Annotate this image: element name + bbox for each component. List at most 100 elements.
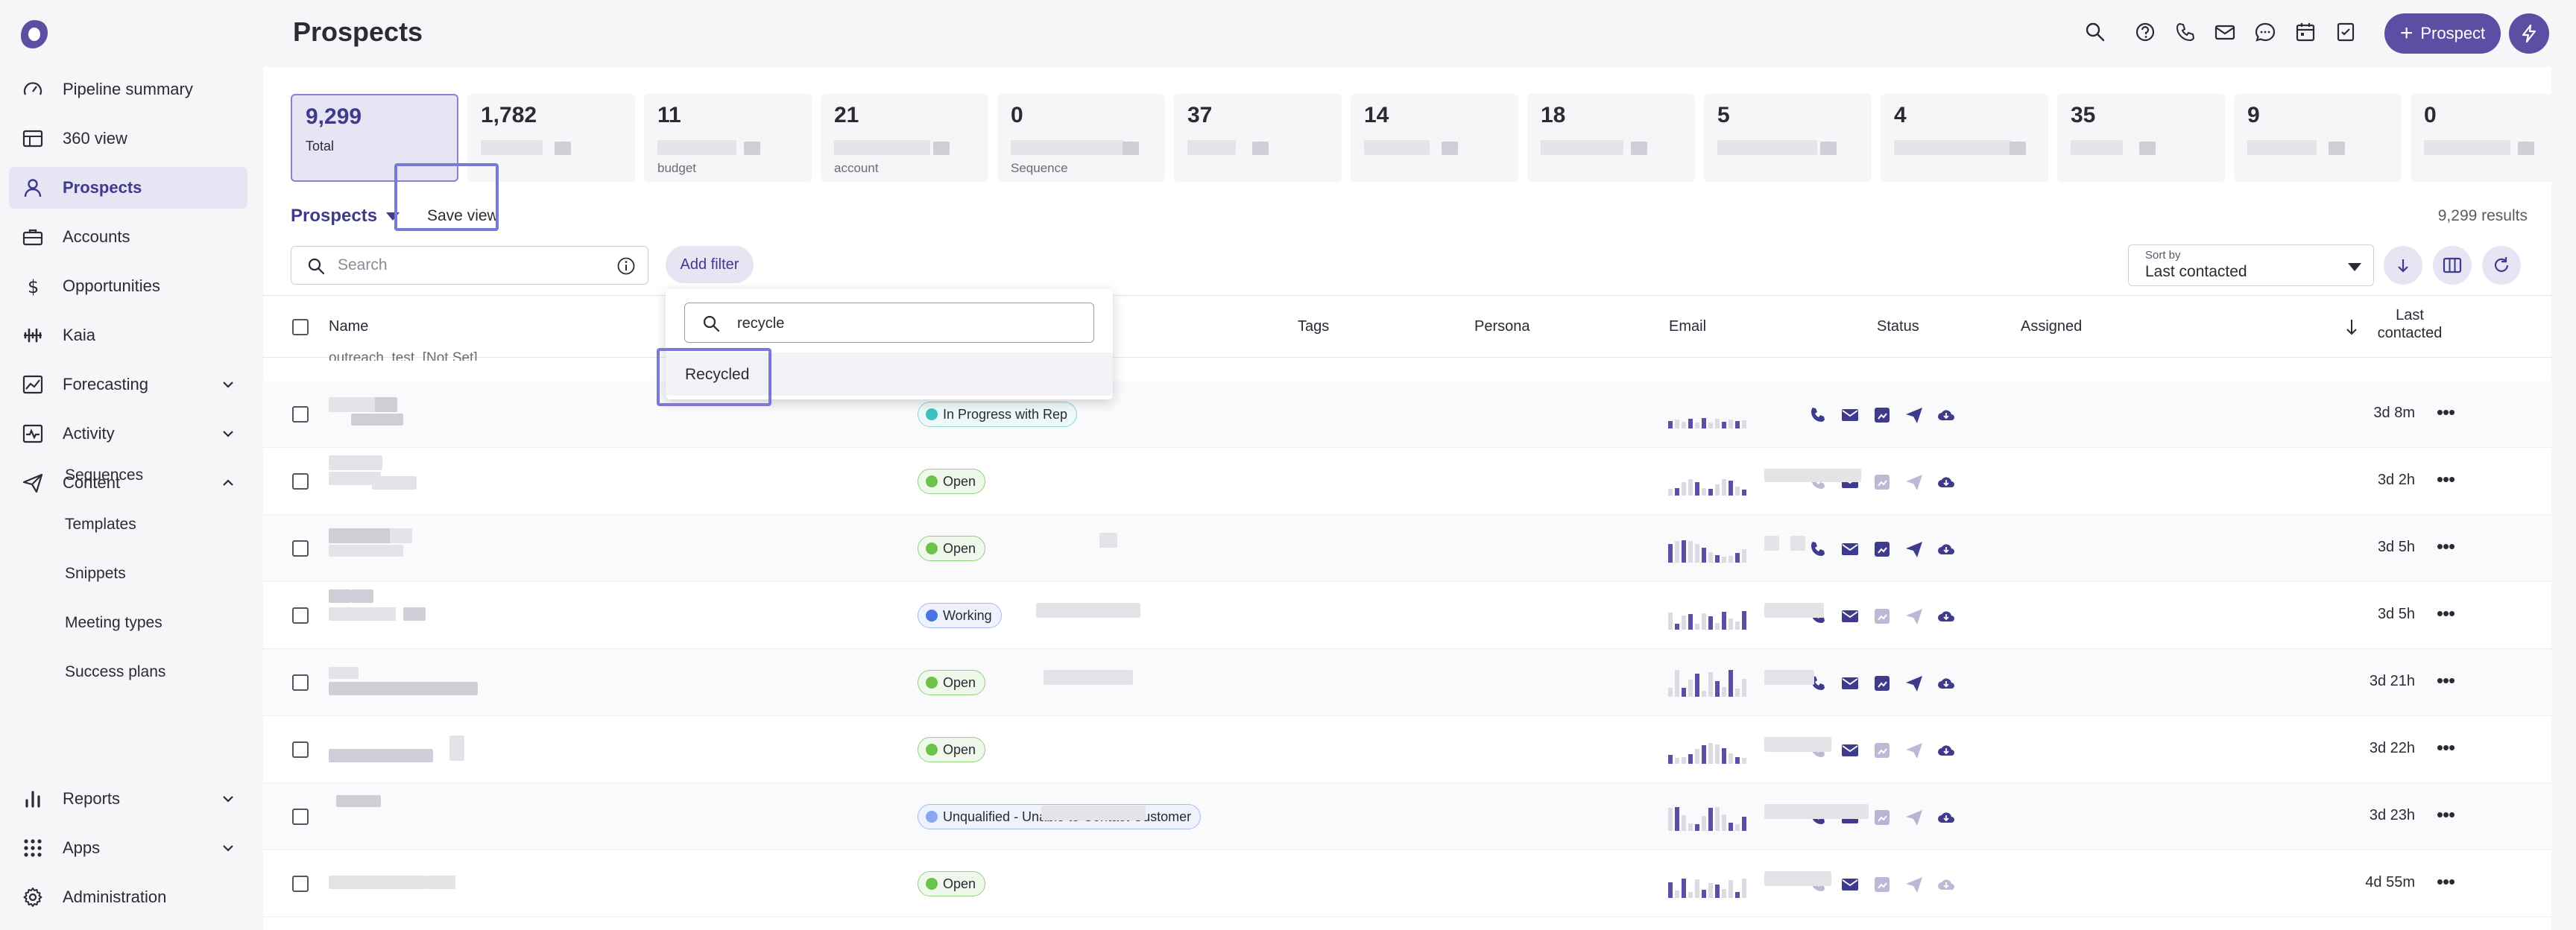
sidebar-item-accounts[interactable]: Accounts	[9, 216, 247, 258]
email-activity-sparkline[interactable]	[1668, 601, 1747, 630]
sidebar-item-360-view[interactable]: 360 view	[9, 118, 247, 159]
send-icon[interactable]	[1904, 808, 1924, 827]
send-icon[interactable]	[1904, 472, 1924, 492]
table-row[interactable]: Open 4d 55m •••	[263, 850, 2551, 917]
filter-search-input[interactable]	[737, 312, 1035, 335]
sidebar-item-forecasting[interactable]: Forecasting	[9, 364, 247, 405]
email-activity-sparkline[interactable]	[1668, 534, 1747, 563]
mail-icon[interactable]	[1840, 405, 1860, 425]
chevron-up-icon[interactable]	[219, 474, 237, 492]
cloud-sync-icon[interactable]	[1936, 540, 1956, 559]
help-icon[interactable]	[2134, 21, 2156, 43]
sidebar-item-reports[interactable]: Reports	[9, 778, 247, 820]
sidebar-subitem-sequences[interactable]: Sequences	[65, 466, 143, 484]
quick-action-button[interactable]	[2509, 13, 2549, 54]
table-row[interactable]: Unqualified - Unable to Contact Customer…	[263, 783, 2551, 850]
stat-card[interactable]: 5	[1704, 94, 1872, 182]
linkedin-icon[interactable]	[1872, 875, 1892, 894]
refresh-button[interactable]	[2482, 246, 2521, 285]
row-checkbox[interactable]	[292, 741, 309, 758]
linkedin-icon[interactable]	[1872, 674, 1892, 693]
more-options-icon[interactable]: •••	[2431, 472, 2460, 487]
row-checkbox[interactable]	[292, 540, 309, 557]
sidebar-subitem-meeting-types[interactable]: Meeting types	[65, 614, 162, 632]
col-status[interactable]: Status	[1877, 318, 1919, 335]
mail-icon[interactable]	[1840, 741, 1860, 760]
mail-icon[interactable]	[1840, 674, 1860, 693]
status-badge[interactable]: In Progress with Rep	[918, 402, 1077, 427]
sidebar-subitem-success-plans[interactable]: Success plans	[65, 663, 165, 681]
cloud-sync-icon[interactable]	[1936, 472, 1956, 492]
row-checkbox[interactable]	[292, 473, 309, 490]
cloud-sync-icon[interactable]	[1936, 808, 1956, 827]
chevron-down-icon[interactable]	[219, 839, 237, 857]
row-checkbox[interactable]	[292, 809, 309, 825]
sidebar-item-opportunities[interactable]: $ Opportunities	[9, 265, 247, 307]
linkedin-icon[interactable]	[1872, 741, 1892, 760]
sidebar-item-prospects[interactable]: Prospects	[9, 167, 247, 209]
row-checkbox[interactable]	[292, 406, 309, 423]
cloud-sync-icon[interactable]	[1936, 741, 1956, 760]
stat-card[interactable]: 0	[2411, 94, 2576, 182]
add-prospect-button[interactable]: + Prospect	[2384, 13, 2501, 54]
columns-button[interactable]	[2433, 246, 2472, 285]
view-selector[interactable]: Prospects	[291, 206, 400, 227]
row-checkbox[interactable]	[292, 876, 309, 892]
outreach-logo[interactable]	[18, 18, 51, 51]
more-options-icon[interactable]: •••	[2431, 405, 2460, 420]
table-row[interactable]: Working 3d 5h •••	[263, 582, 2551, 649]
more-options-icon[interactable]: •••	[2431, 740, 2460, 755]
more-options-icon[interactable]: •••	[2431, 673, 2460, 688]
table-row[interactable]: Open 3d 22h •••	[263, 716, 2551, 783]
table-row[interactable]: Open 3d 5h •••	[263, 515, 2551, 582]
stat-card[interactable]: 35	[2057, 94, 2225, 182]
sidebar-item-activity[interactable]: Activity	[9, 413, 247, 455]
col-tags[interactable]: Tags	[1298, 318, 1329, 335]
phone-icon[interactable]	[2174, 21, 2197, 43]
linkedin-icon[interactable]	[1872, 808, 1892, 827]
chevron-down-icon[interactable]	[219, 790, 237, 808]
sort-direction-button[interactable]	[2384, 246, 2422, 285]
status-badge[interactable]: Open	[918, 670, 985, 695]
more-options-icon[interactable]: •••	[2431, 539, 2460, 554]
stat-card[interactable]: 18	[1527, 94, 1695, 182]
linkedin-icon[interactable]	[1872, 405, 1892, 425]
chevron-down-icon[interactable]	[219, 425, 237, 443]
mail-icon[interactable]	[2214, 21, 2236, 43]
calendar-icon[interactable]	[2294, 21, 2317, 43]
mail-icon[interactable]	[1840, 540, 1860, 559]
sidebar-item-pipeline-summary[interactable]: Pipeline summary	[9, 69, 247, 110]
phone-icon[interactable]	[1808, 405, 1828, 425]
chat-icon[interactable]	[2254, 21, 2276, 43]
send-icon[interactable]	[1904, 540, 1924, 559]
row-checkbox[interactable]	[292, 607, 309, 624]
status-badge[interactable]: Open	[918, 737, 985, 762]
mail-icon[interactable]	[1840, 607, 1860, 626]
sidebar-subitem-snippets[interactable]: Snippets	[65, 565, 126, 583]
search-icon[interactable]	[2084, 21, 2106, 43]
email-activity-sparkline[interactable]	[1668, 736, 1747, 764]
sidebar-item-kaia[interactable]: Kaia	[9, 314, 247, 356]
sidebar-subitem-templates[interactable]: Templates	[65, 516, 136, 534]
table-row[interactable]: In Progress with Rep 3d 8m •••	[263, 381, 2551, 448]
linkedin-icon[interactable]	[1872, 472, 1892, 492]
sort-by-select[interactable]: Sort by Last contacted	[2128, 244, 2374, 286]
add-filter-button[interactable]: Add filter	[666, 246, 754, 283]
send-icon[interactable]	[1904, 607, 1924, 626]
stat-card[interactable]: 0 Sequence	[997, 94, 1165, 182]
more-options-icon[interactable]: •••	[2431, 807, 2460, 822]
stat-card[interactable]: 21 account	[821, 94, 988, 182]
sidebar-item-apps[interactable]: Apps	[9, 827, 247, 869]
col-persona[interactable]: Persona	[1474, 318, 1530, 335]
send-icon[interactable]	[1904, 875, 1924, 894]
send-icon[interactable]	[1904, 741, 1924, 760]
linkedin-icon[interactable]	[1872, 540, 1892, 559]
col-email[interactable]: Email	[1669, 318, 1706, 335]
status-badge[interactable]: Working	[918, 603, 1002, 628]
chevron-down-icon[interactable]	[219, 376, 237, 393]
stat-card[interactable]: 9	[2234, 94, 2402, 182]
send-icon[interactable]	[1904, 405, 1924, 425]
cloud-sync-icon[interactable]	[1936, 875, 1956, 894]
col-assigned[interactable]: Assigned	[2021, 318, 2082, 335]
more-options-icon[interactable]: •••	[2431, 606, 2460, 621]
